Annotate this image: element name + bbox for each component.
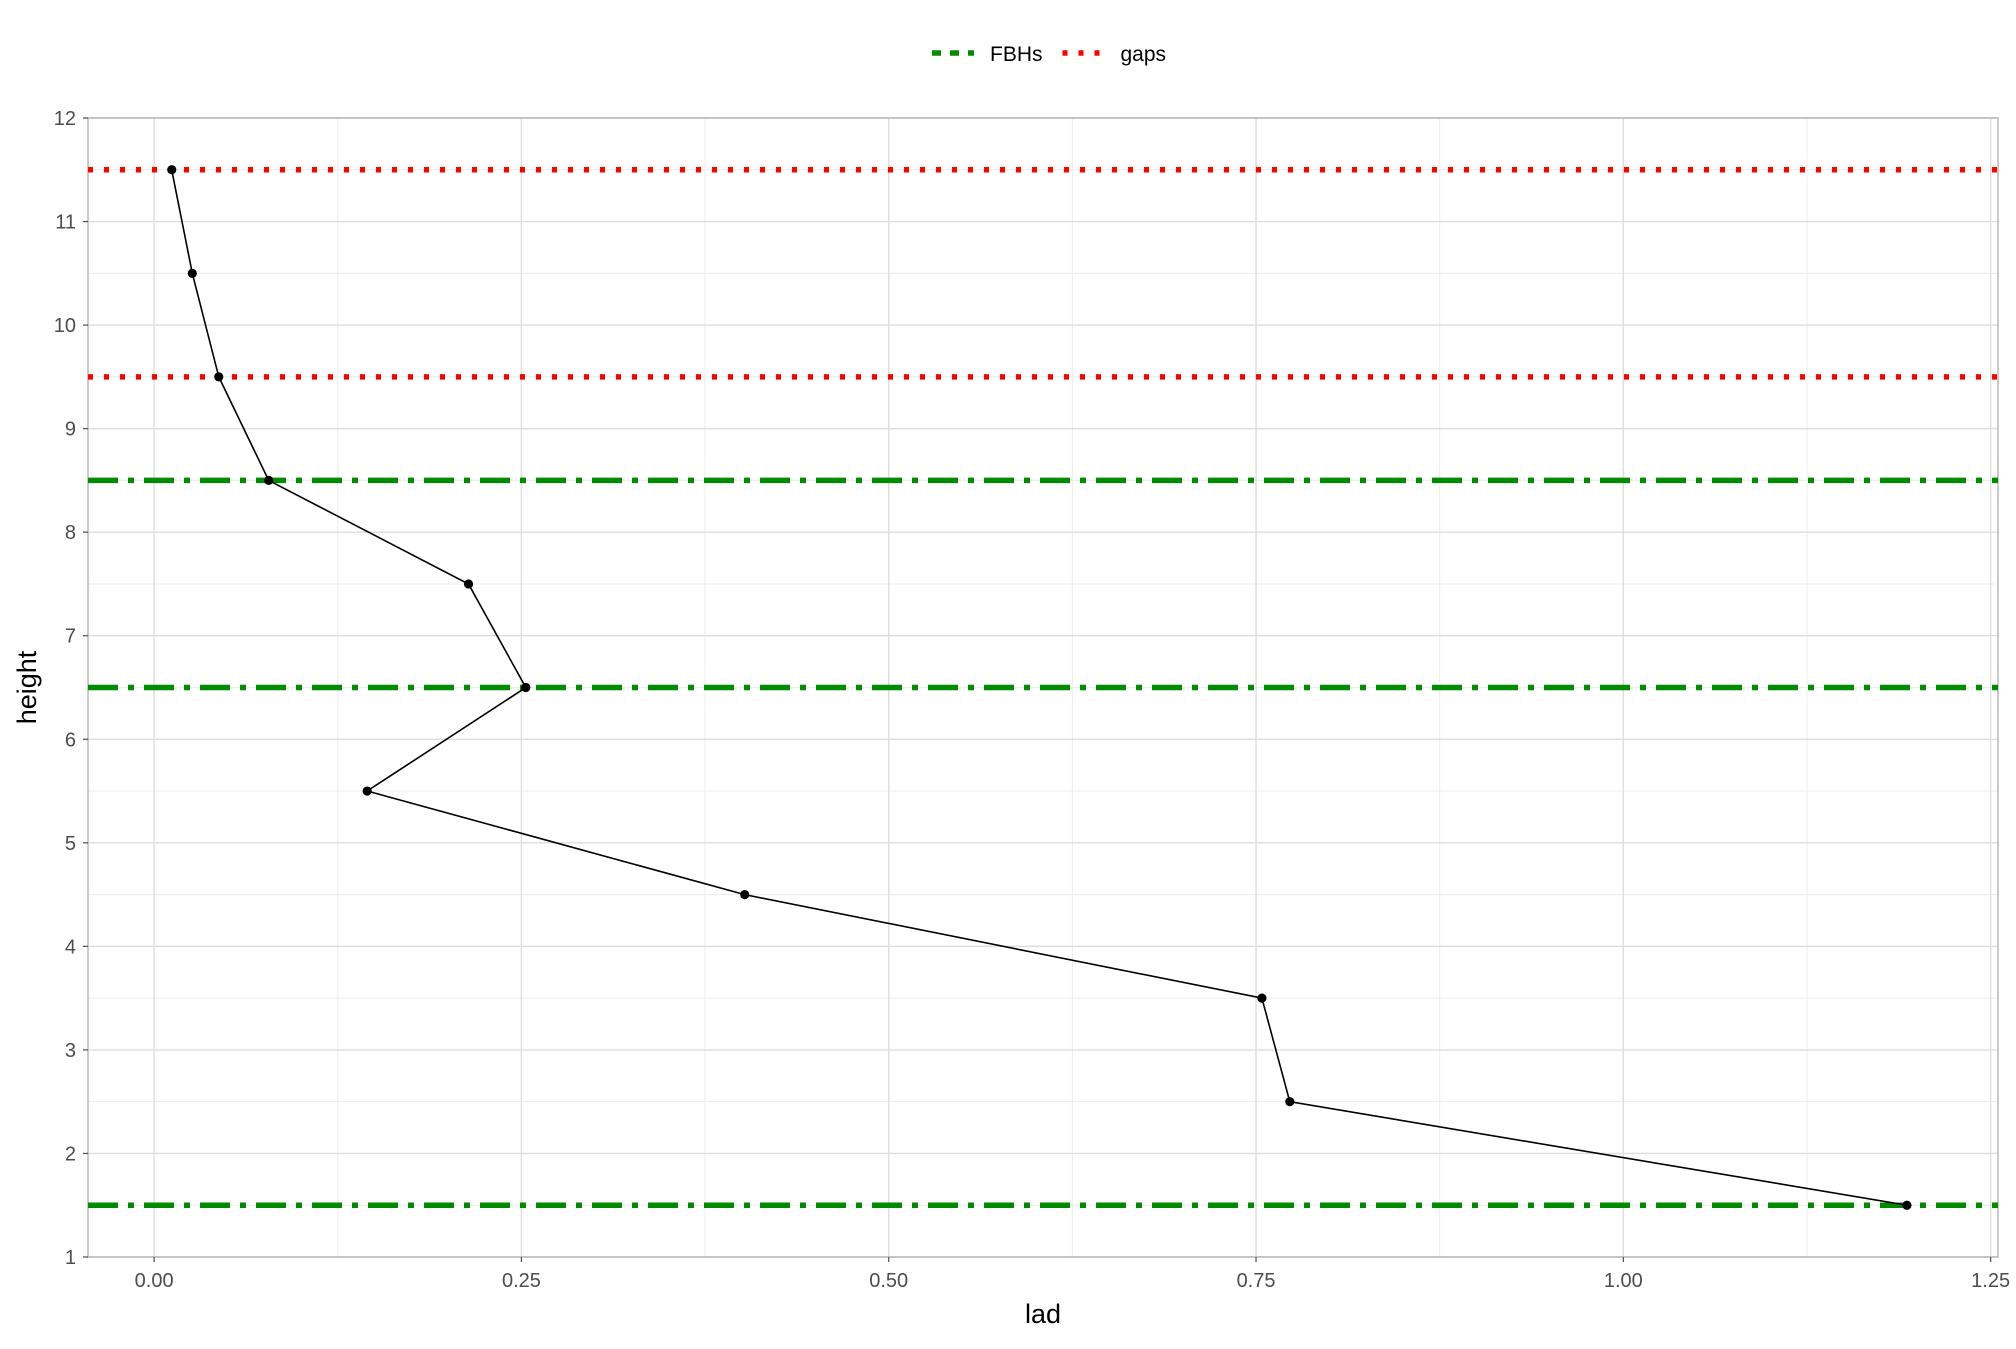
y-tick-label: 2 <box>65 1143 76 1165</box>
x-axis-ticks: 0.00 0.25 0.50 0.75 1.00 1.25 <box>135 1257 2010 1292</box>
data-point <box>264 475 274 486</box>
y-tick-label: 11 <box>55 212 76 234</box>
x-tick-label: 0.25 <box>502 1270 541 1292</box>
y-axis-title: height <box>12 650 42 724</box>
data-point <box>740 889 750 900</box>
reference-lines <box>88 167 1998 1208</box>
data-point <box>463 579 474 589</box>
data-point <box>1902 1200 1912 1210</box>
legend-label-gaps: gaps <box>1121 43 1167 66</box>
data-point <box>167 165 177 175</box>
y-tick-label: 6 <box>65 729 76 751</box>
series-layer <box>167 165 1912 1210</box>
y-tick-label: 4 <box>65 936 76 958</box>
y-tick-label: 10 <box>54 315 76 337</box>
y-tick-label: 5 <box>65 833 76 855</box>
y-tick-label: 1 <box>65 1247 76 1269</box>
x-tick-label: 1.25 <box>1971 1270 2010 1292</box>
legend-label-fbhs: FBHs <box>990 43 1043 66</box>
y-tick-label: 8 <box>65 522 76 544</box>
y-tick-label: 3 <box>65 1040 76 1062</box>
x-tick-label: 0.75 <box>1237 1270 1276 1292</box>
y-tick-label: 12 <box>54 108 76 130</box>
y-tick-label: 7 <box>65 626 76 648</box>
data-point <box>1285 1097 1295 1107</box>
x-axis-title: lad <box>1025 1299 1061 1329</box>
legend: FBHs gaps <box>932 43 1166 66</box>
data-point <box>521 682 531 693</box>
data-point <box>1257 993 1267 1003</box>
x-tick-label: 0.00 <box>135 1270 174 1292</box>
data-point <box>187 268 197 278</box>
data-point <box>214 372 224 382</box>
y-tick-label: 9 <box>65 419 76 441</box>
data-point <box>362 786 372 796</box>
x-tick-label: 1.00 <box>1604 1270 1643 1292</box>
x-tick-label: 0.50 <box>869 1270 908 1292</box>
